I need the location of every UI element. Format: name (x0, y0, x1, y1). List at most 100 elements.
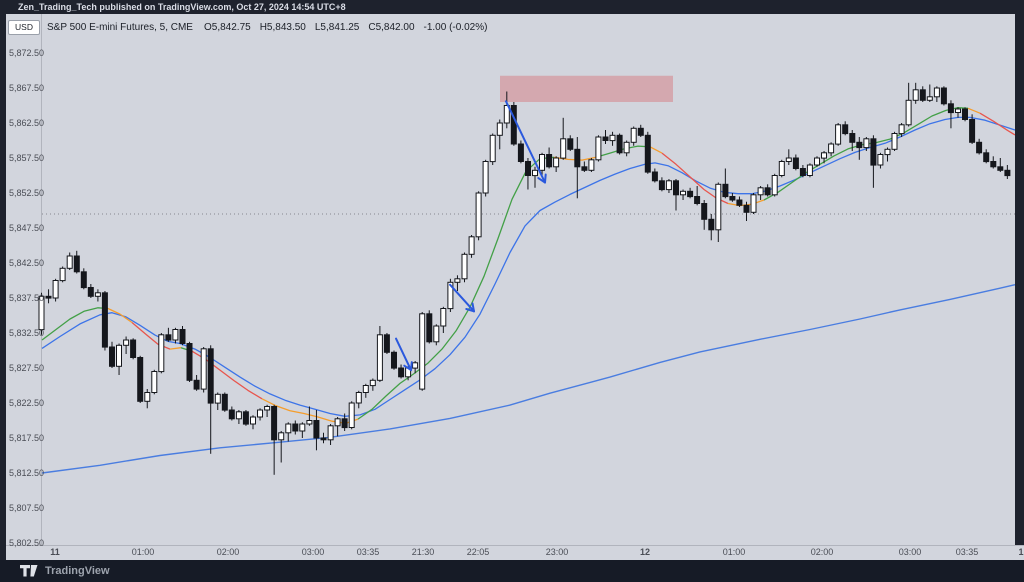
candle-up (327, 425, 334, 441)
time-tick-label: 1 (1018, 547, 1023, 557)
candle-up (595, 136, 602, 161)
candle-up (172, 329, 179, 341)
price-tick-label: 5,812.50 (9, 468, 44, 478)
candle-down (722, 183, 729, 198)
candle-down (101, 292, 108, 348)
candle-up (623, 141, 630, 154)
candle-down (137, 357, 144, 402)
candle-up (334, 418, 341, 427)
candle-up (257, 409, 263, 418)
candle-down (694, 196, 701, 204)
candle-down (651, 171, 658, 182)
candle-up (278, 432, 285, 441)
arrow-head (544, 173, 547, 184)
candle-down (80, 271, 87, 289)
candle-up (468, 236, 475, 255)
candle-up (891, 133, 898, 150)
candle-up (235, 411, 242, 420)
candle-down (673, 180, 679, 196)
candle-up (877, 154, 884, 166)
candle-down (193, 379, 200, 390)
candle-down (87, 287, 94, 297)
candle-down (687, 190, 694, 198)
candle-up (440, 308, 447, 327)
candle-up (454, 278, 461, 283)
candle-up (59, 267, 66, 282)
currency-button[interactable]: USD (8, 20, 40, 35)
candle-down (962, 108, 968, 120)
candle-up (863, 138, 870, 149)
candle-up (264, 406, 271, 411)
trend-ma-segment (649, 146, 663, 154)
candle-down (849, 133, 856, 143)
candle-down (228, 409, 235, 420)
candle-down (73, 255, 80, 273)
price-tick-label: 5,827.50 (9, 363, 44, 373)
candle-up (496, 122, 503, 136)
candle-down (567, 138, 574, 150)
time-tick-label: 01:00 (723, 547, 746, 557)
candle-up (955, 108, 961, 113)
arrow-head (410, 361, 413, 372)
candle-up (151, 371, 158, 393)
right-frame-strip (1015, 14, 1024, 545)
ohlc-high: H5,843.50 (259, 21, 306, 33)
candle-down (792, 157, 799, 169)
candle-up (250, 416, 256, 425)
candle-down (574, 148, 581, 168)
slow-ma-line (41, 284, 1016, 474)
candle-down (870, 138, 877, 166)
candle-down (799, 168, 806, 176)
time-tick-label: 21:30 (412, 547, 435, 557)
candle-down (130, 339, 137, 358)
footer-brand-link[interactable]: TradingView (45, 565, 110, 577)
candle-down (313, 420, 320, 439)
candle-down (517, 143, 524, 162)
candle-down (271, 406, 278, 441)
ohlc-low: L5,841.25 (314, 21, 360, 33)
candle-up (778, 161, 785, 176)
candle-up (475, 192, 482, 238)
time-tick-label: 03:00 (899, 547, 922, 557)
trend-ma-segment (41, 307, 109, 341)
down-arrow-annotation[interactable] (449, 283, 475, 313)
candle-up (933, 87, 940, 98)
time-tick-label: 02:00 (217, 547, 240, 557)
candle-down (708, 218, 715, 231)
down-arrow-annotation[interactable] (395, 337, 413, 372)
down-arrow-annotation[interactable] (505, 100, 547, 184)
candle-up (630, 127, 637, 143)
candle-down (426, 313, 433, 343)
arrow-shaft (505, 100, 546, 184)
candle-up (285, 423, 292, 434)
time-tick-label: 11 (50, 547, 60, 557)
supply-zone-box[interactable] (500, 75, 673, 102)
candle-up (609, 134, 616, 142)
tradingview-logo-icon[interactable] (20, 565, 38, 577)
candle-down (644, 134, 651, 173)
candle-down (658, 180, 665, 191)
candle-up (503, 105, 510, 124)
candle-up (419, 313, 426, 390)
candle-up (376, 334, 383, 381)
candle-down (856, 141, 863, 149)
price-chart-canvas[interactable]: 5,872.50 5,867.50 5,862.50 5,857.50 5,852.50… (0, 0, 1024, 560)
price-tick-label: 5,837.50 (9, 293, 44, 303)
candle-up (588, 159, 595, 171)
ohlc-close: C5,842.00 (368, 21, 415, 33)
candle-up (433, 325, 440, 343)
candle-up (38, 295, 45, 331)
candle-up (447, 281, 454, 310)
candle-up (123, 339, 130, 346)
candle-down (398, 367, 405, 378)
candle-down (736, 199, 743, 206)
candle-up (52, 280, 59, 299)
arrow-head (403, 364, 412, 372)
trend-ma-segment (357, 156, 555, 420)
candle-down (221, 393, 228, 411)
candles-layer (38, 82, 1011, 475)
candle-up (539, 154, 545, 171)
candle-up (835, 124, 842, 145)
candle-up (828, 143, 835, 154)
